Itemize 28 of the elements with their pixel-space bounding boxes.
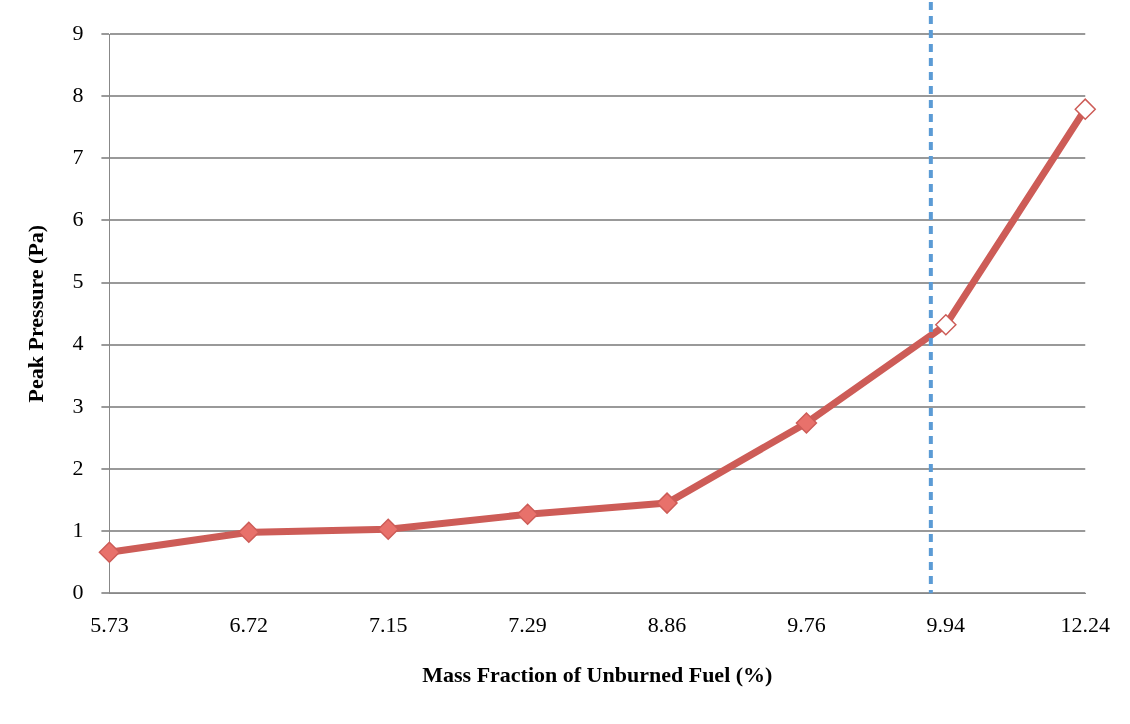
y-tick-label: 1 bbox=[72, 516, 84, 542]
y-tick-label: 0 bbox=[72, 578, 84, 604]
point bbox=[656, 492, 678, 514]
y-tick-label: 4 bbox=[72, 330, 84, 356]
y-axis-title: Peak Pressure (Pa) bbox=[22, 224, 48, 403]
x-tick-label: 9.76 bbox=[787, 612, 826, 638]
point bbox=[238, 521, 260, 544]
y-tick-label: 3 bbox=[72, 392, 84, 418]
x-tick-label: 7.15 bbox=[368, 612, 408, 638]
x-tick-label: 12.24 bbox=[1060, 612, 1110, 638]
x-tick-label: 5.73 bbox=[90, 612, 129, 638]
y-tick-label: 8 bbox=[72, 81, 84, 107]
point bbox=[1074, 98, 1096, 120]
point bbox=[377, 518, 399, 540]
y-tick-label: 7 bbox=[72, 144, 84, 170]
point bbox=[98, 541, 121, 563]
x-tick-label: 7.29 bbox=[508, 612, 547, 638]
x-tick-label: 9.94 bbox=[926, 612, 966, 638]
y-tick-label: 6 bbox=[72, 206, 84, 232]
y-tick-label: 9 bbox=[72, 19, 84, 45]
y-tick-label: 5 bbox=[72, 268, 84, 294]
x-axis-title: Mass Fraction of Unburned Fuel (%) bbox=[422, 662, 773, 688]
point bbox=[516, 503, 539, 526]
x-tick-label: 8.86 bbox=[647, 612, 687, 638]
x-tick-label: 6.72 bbox=[229, 612, 269, 638]
point bbox=[935, 314, 957, 336]
y-tick-label: 2 bbox=[72, 454, 84, 480]
point bbox=[795, 412, 818, 434]
